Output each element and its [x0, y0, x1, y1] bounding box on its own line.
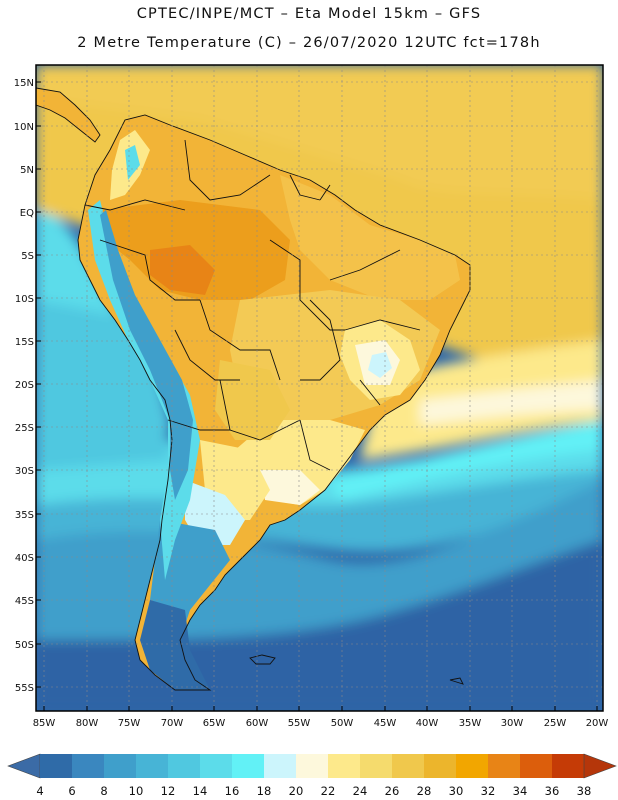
temperature-field — [36, 65, 603, 711]
lon-label: 65W — [203, 718, 226, 729]
colorbar-label: 28 — [417, 784, 432, 798]
lon-label: 60W — [246, 718, 269, 729]
colorbar-label: 4 — [36, 784, 43, 798]
colorbar-cell — [168, 754, 201, 778]
colorbar-label: 8 — [100, 784, 107, 798]
colorbar-cell — [136, 754, 169, 778]
colorbar-label: 30 — [449, 784, 464, 798]
lon-label: 85W — [33, 718, 56, 729]
lon-label: 40W — [416, 718, 439, 729]
colorbar-cell — [488, 754, 521, 778]
map-title-line-1: CPTEC/INPE/MCT – Eta Model 15km – GFS — [136, 6, 482, 22]
map-title-line-2: 2 Metre Temperature (C) – 26/07/2020 12U… — [77, 35, 541, 51]
lon-label: 30W — [501, 718, 524, 729]
colorbar-cell — [104, 754, 137, 778]
lat-label: 15N — [14, 78, 34, 89]
colorbar-label: 14 — [193, 784, 208, 798]
colorbar-cell — [456, 754, 489, 778]
islands — [249, 654, 464, 685]
lat-label: EQ — [20, 208, 34, 219]
lon-label: 80W — [76, 718, 99, 729]
colorbar-cell — [328, 754, 361, 778]
lat-label: 45S — [15, 596, 34, 607]
latitude-labels: 15N 10N 5N EQ 5S 10S 15S 20S 25S 30S 35S… — [14, 78, 34, 694]
map-frame — [35, 64, 604, 712]
lat-label: 35S — [15, 510, 34, 521]
lat-label: 15S — [15, 337, 34, 348]
lon-label: 45W — [374, 718, 397, 729]
colorbar-label: 10 — [129, 784, 144, 798]
lon-label: 50W — [331, 718, 354, 729]
lon-label: 70W — [161, 718, 184, 729]
colorbar-high-arrow — [583, 753, 617, 779]
lon-label: 75W — [118, 718, 141, 729]
lat-label: 20S — [15, 380, 34, 391]
colorbar-label: 36 — [545, 784, 560, 798]
colorbar-cell — [232, 754, 265, 778]
colorbar-cell — [520, 754, 553, 778]
colorbar-label: 24 — [353, 784, 368, 798]
temperature-colorbar: 4 6 8 10 12 14 16 18 20 22 24 26 28 30 32 34 36 38 — [7, 753, 617, 798]
colorbar-label: 22 — [321, 784, 336, 798]
colorbar-cell — [424, 754, 457, 778]
colorbar-label: 32 — [481, 784, 496, 798]
lat-label: 5N — [20, 165, 34, 176]
colorbar-cell — [200, 754, 233, 778]
axis-ticks — [36, 81, 598, 711]
lat-label: 40S — [15, 553, 34, 564]
lon-label: 25W — [544, 718, 567, 729]
lat-label: 50S — [15, 640, 34, 651]
colorbar-low-arrow — [7, 753, 41, 779]
political-borders — [36, 87, 471, 691]
lat-label: 10N — [14, 122, 34, 133]
colorbar-cell — [296, 754, 329, 778]
lat-label: 30S — [15, 466, 34, 477]
lat-label: 10S — [15, 294, 34, 305]
colorbar-cell — [40, 754, 73, 778]
colorbar-label: 12 — [161, 784, 176, 798]
lon-label: 20W — [586, 718, 609, 729]
colorbar-label: 26 — [385, 784, 400, 798]
lat-label: 25S — [15, 423, 34, 434]
colorbar-label: 34 — [513, 784, 528, 798]
colorbar-label: 38 — [577, 784, 592, 798]
land-mass — [36, 88, 470, 690]
colorbar-label: 6 — [68, 784, 75, 798]
lat-label: 55S — [15, 683, 34, 694]
colorbar-cell — [552, 754, 585, 778]
colorbar-label: 20 — [289, 784, 304, 798]
colorbar-cell — [392, 754, 425, 778]
lon-label: 55W — [288, 718, 311, 729]
colorbar-cell — [360, 754, 393, 778]
colorbar-cell — [72, 754, 105, 778]
longitude-labels: 85W 80W 75W 70W 65W 60W 55W 50W 45W 40W … — [33, 718, 609, 729]
colorbar-cell — [264, 754, 297, 778]
lon-label: 35W — [459, 718, 482, 729]
lat-label: 5S — [21, 251, 34, 262]
colorbar-label: 16 — [225, 784, 240, 798]
colorbar-label: 18 — [257, 784, 272, 798]
